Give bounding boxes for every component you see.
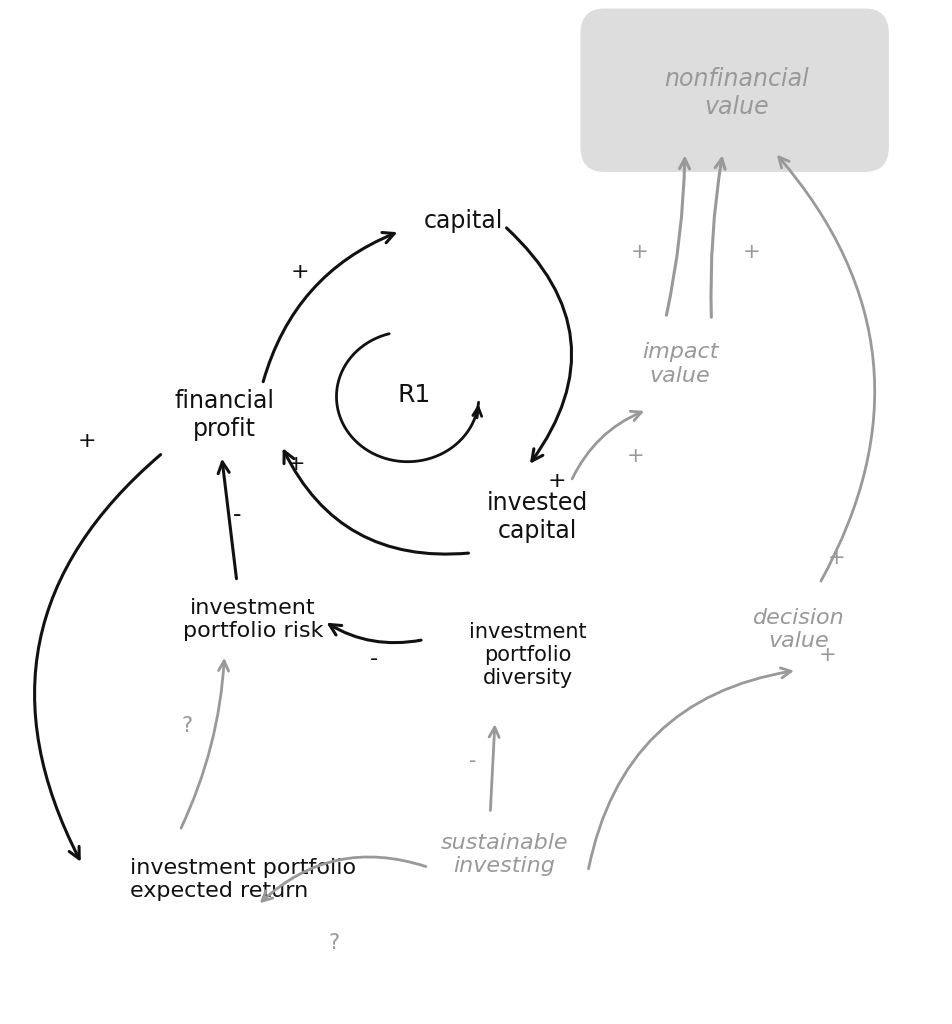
- Text: +: +: [819, 645, 836, 665]
- Text: +: +: [828, 548, 845, 568]
- Text: -: -: [232, 503, 241, 527]
- Text: -: -: [469, 752, 477, 771]
- Text: decision
value: decision value: [753, 608, 844, 651]
- Text: -: -: [369, 649, 378, 669]
- Text: investment portfolio
expected return: investment portfolio expected return: [129, 858, 356, 901]
- Text: investment
portfolio risk: investment portfolio risk: [183, 598, 323, 641]
- Text: +: +: [291, 262, 309, 282]
- Text: ?: ?: [182, 717, 193, 736]
- Text: R1: R1: [398, 383, 431, 407]
- Text: invested
capital: invested capital: [487, 492, 588, 543]
- Text: sustainable
investing: sustainable investing: [441, 833, 568, 876]
- Text: impact
value: impact value: [642, 342, 719, 385]
- Text: investment
portfolio
diversity: investment portfolio diversity: [469, 622, 587, 688]
- Text: +: +: [547, 471, 566, 492]
- Text: +: +: [287, 454, 305, 474]
- Text: +: +: [743, 242, 760, 261]
- Text: capital: capital: [424, 209, 504, 232]
- FancyBboxPatch shape: [581, 8, 889, 172]
- Text: ?: ?: [328, 933, 339, 953]
- Text: +: +: [626, 445, 645, 466]
- Text: nonfinancial
value: nonfinancial value: [664, 68, 809, 119]
- Text: +: +: [630, 242, 648, 261]
- Text: financial
profit: financial profit: [174, 389, 274, 441]
- Text: +: +: [77, 430, 96, 451]
